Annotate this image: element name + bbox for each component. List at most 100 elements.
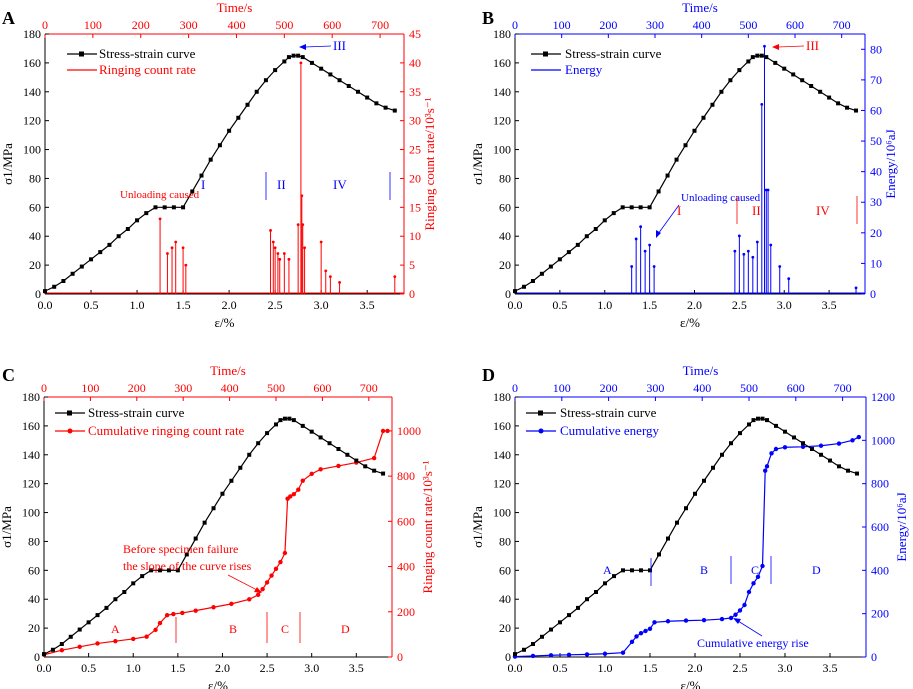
x-axis-label-a: ε/% <box>215 315 235 330</box>
series2-point-c-26 <box>296 487 301 492</box>
stress-strain-point-b-21 <box>701 115 706 120</box>
top-axis-label-d: Time/s <box>683 363 719 378</box>
stress-strain-point-a-11 <box>144 211 149 216</box>
x-tick-label-b-2: 1.0 <box>597 298 612 312</box>
y-tick-label-a-6: 120 <box>23 114 41 128</box>
x-tick-label-c-6: 3.0 <box>304 661 319 675</box>
series2-point-a-5 <box>184 263 188 267</box>
top-tick-label-b-7: 700 <box>833 18 851 32</box>
axes-a: 0.0 0.5 1.0 1.5 2.0 2.5 3.0 3.5ε/%0 100 200 300 400… <box>0 0 437 330</box>
stress-strain-point-c-27 <box>278 418 283 423</box>
y-tick-label-c-2: 40 <box>28 592 40 606</box>
series2-point-d-18 <box>733 612 738 617</box>
series2-point-a-9 <box>276 252 280 255</box>
annotations-c: Before specimen failure the slope of the… <box>111 542 350 643</box>
y-tick-label-b-4: 80 <box>499 171 511 185</box>
x-tick-label-b-0: 0.0 <box>508 298 523 312</box>
stage-label-iv-a: IV <box>333 177 347 192</box>
stress-strain-point-c-28 <box>282 416 287 421</box>
series2-point-d-34 <box>856 434 861 440</box>
stress-strain-point-c-21 <box>229 478 234 483</box>
y2-axis-label-d: Energy/10⁶aJ <box>894 492 909 561</box>
stress-strain-point-c-33 <box>318 435 323 440</box>
y-tick-label-b-5: 100 <box>493 143 511 157</box>
series2-point-c-3 <box>95 641 100 646</box>
legend-label-series2-c: Cumulative ringing count rate <box>88 423 245 438</box>
stress-strain-point-b-14 <box>638 205 643 210</box>
x-axis-label-b: ε/% <box>680 315 700 330</box>
panel-c: C 0.0 0.5 1.0 1.5 2.0 2.5 3.0 3.5ε/%0 100 200 300 4… <box>0 363 435 689</box>
x-tick-label-a-1: 0.5 <box>84 298 99 312</box>
stress-strain-point-d-15 <box>648 568 652 573</box>
y-tick-label-d-3: 60 <box>499 563 511 577</box>
stress-strain-point-c-24 <box>256 441 261 446</box>
axes-c: 0.0 0.5 1.0 1.5 2.0 2.5 3.0 3.5ε/%0 100 200 300 400… <box>0 363 435 689</box>
x-tick-label-c-0: 0.0 <box>37 661 52 675</box>
y-axis-label-d: σ1/MPa <box>470 506 485 548</box>
stress-strain-point-c-31 <box>300 423 305 428</box>
stress-strain-point-d-25 <box>738 431 742 436</box>
x-tick-label-d-4: 2.0 <box>688 661 703 675</box>
stress-strain-point-b-5 <box>557 257 562 262</box>
stress-strain-point-d-17 <box>666 536 670 541</box>
stress-strain-point-b-17 <box>665 173 670 178</box>
series2-point-c-34 <box>385 428 390 434</box>
legend-label-series2-a: Ringing count rate <box>99 62 196 77</box>
stress-strain-point-b-9 <box>593 227 598 231</box>
series2-point-b-18 <box>787 277 791 281</box>
stress-strain-point-c-3 <box>68 634 73 639</box>
stress-strain-point-c-23 <box>247 452 252 457</box>
x-tick-label-b-6: 3.0 <box>777 298 792 312</box>
y-tick-label-b-1: 20 <box>499 258 511 272</box>
series2-point-c-5 <box>131 636 136 642</box>
top-tick-label-a-4: 400 <box>227 18 245 32</box>
stress-strain-point-d-18 <box>675 520 679 525</box>
series2-point-d-9 <box>638 630 644 636</box>
top-tick-label-c-6: 600 <box>313 381 331 395</box>
y-tick-label-c-1: 20 <box>28 621 40 635</box>
stress-strain-point-c-6 <box>95 613 100 618</box>
arrow-head-note-d <box>733 618 741 624</box>
stress-strain-point-b-3 <box>539 271 544 276</box>
stress-strain-point-a-35 <box>346 84 351 88</box>
stress-strain-point-d-6 <box>567 613 571 618</box>
series2-point-c-1 <box>59 648 65 653</box>
top-tick-label-d-7: 700 <box>834 381 852 395</box>
stress-strain-point-d-20 <box>693 491 697 496</box>
series2-point-b-8 <box>742 252 746 256</box>
stress-strain-point-c-8 <box>113 597 118 602</box>
series2-point-c-32 <box>371 455 377 461</box>
stress-strain-point-c-17 <box>193 536 198 541</box>
x-tick-label-c-2: 1.0 <box>126 661 141 675</box>
y-tick-label-c-9: 180 <box>22 390 40 404</box>
series2-point-d-11 <box>647 626 653 632</box>
series2-point-c-28 <box>309 471 314 477</box>
series2-point-c-10 <box>171 611 176 617</box>
y-tick-label-d-8: 160 <box>493 419 511 433</box>
top-tick-label-a-6: 600 <box>323 18 341 32</box>
stress-strain-point-a-2 <box>61 279 66 283</box>
series2-point-d-7 <box>629 639 635 645</box>
y-tick-label-b-7: 140 <box>493 85 511 99</box>
stress-strain-point-a-17 <box>199 173 204 178</box>
series2-point-d-17 <box>728 615 734 621</box>
top-tick-label-c-5: 500 <box>267 381 285 395</box>
series2-point-b-11 <box>755 240 759 244</box>
legend-marker-series2-d <box>538 428 544 434</box>
series2-line-d <box>514 436 860 658</box>
legend-label-stress-b: Stress-strain curve <box>565 46 662 61</box>
stress-strain-point-b-7 <box>575 242 580 247</box>
top-tick-label-b-0: 0 <box>512 18 518 32</box>
panel-d: D 0.0 0.5 1.0 1.5 2.0 2.5 3.0 3.5ε/%0 100 200 300 4… <box>470 363 909 689</box>
series2-point-a-12 <box>287 257 291 261</box>
stress-strain-point-c-39 <box>372 468 377 473</box>
top-tick-label-c-7: 700 <box>360 381 378 395</box>
y-tick-label-a-0: 0 <box>35 287 41 301</box>
x-tick-label-b-3: 1.5 <box>642 298 657 312</box>
stress-strain-point-c-4 <box>77 627 82 632</box>
stress-strain-point-d-3 <box>540 634 544 639</box>
x-tick-label-d-1: 0.5 <box>553 661 568 675</box>
y2-tick-label-a-7: 35 <box>409 85 421 99</box>
annotations-d: A B C D Cumulative energy rise <box>603 556 821 650</box>
